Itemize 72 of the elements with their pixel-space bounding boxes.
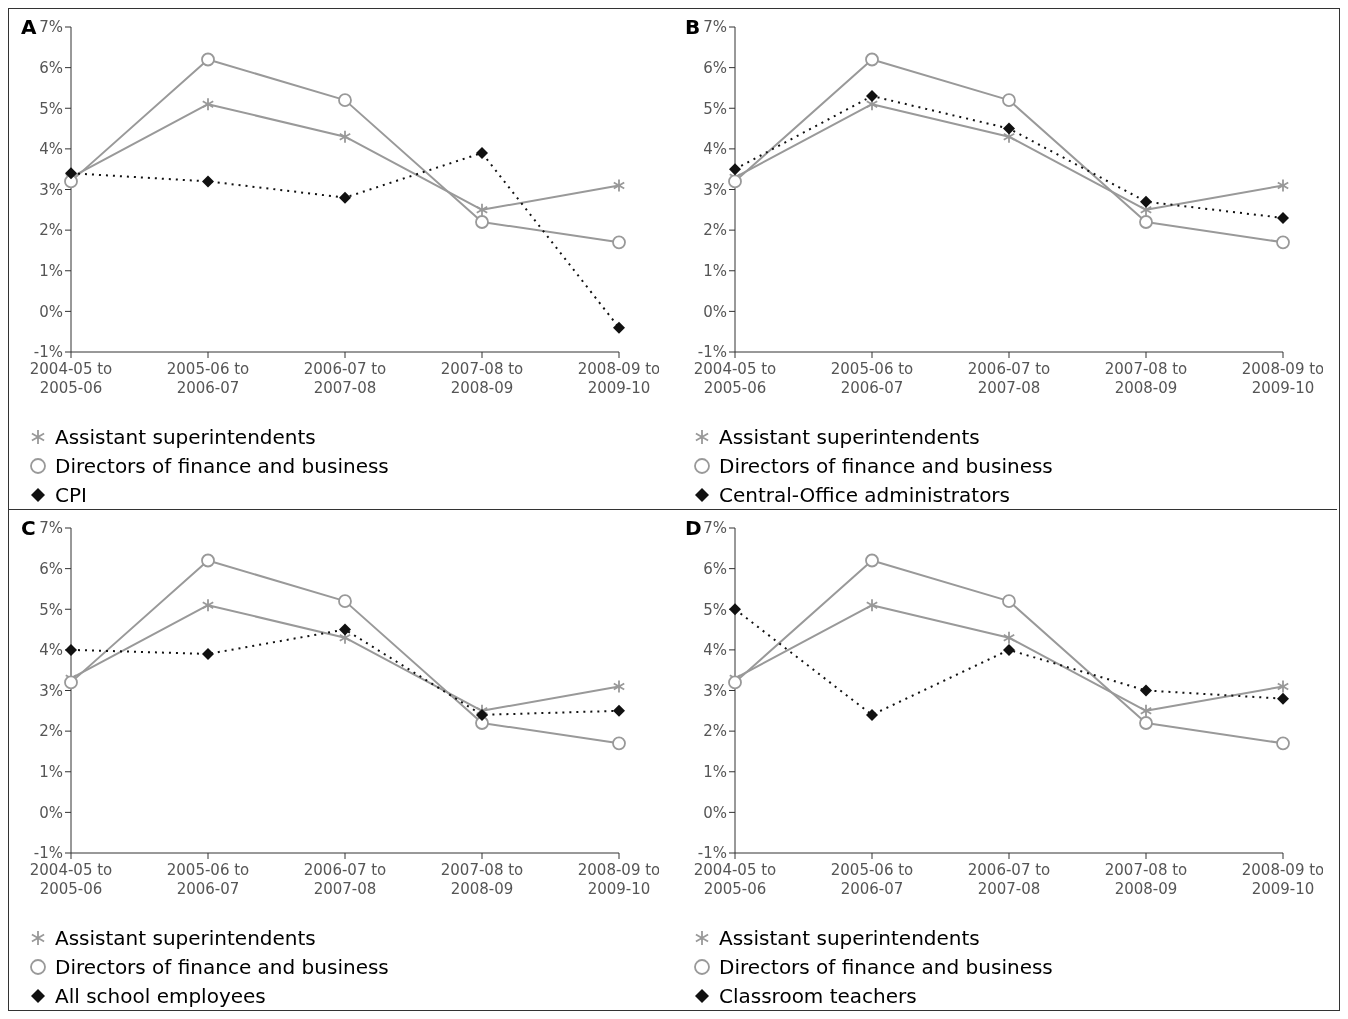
y-tick-label: 6%: [703, 559, 727, 578]
y-tick-label: 6%: [39, 559, 63, 578]
x-tick-label: 2004-05 to 2005-06: [29, 861, 113, 898]
x-tick-label: 2008-09 to 2009-10: [1241, 360, 1325, 397]
y-tick-label: 0%: [39, 302, 63, 321]
legend-label: Directors of finance and business: [55, 453, 389, 478]
x-tick-label: 2005-06 to 2006-07: [830, 360, 914, 397]
legend-label: Assistant superintendents: [55, 424, 316, 449]
x-tick-label: 2004-05 to 2005-06: [693, 360, 777, 397]
y-tick-label: 6%: [703, 58, 727, 77]
y-tick-label: 2%: [703, 221, 727, 240]
y-tick-label: 7%: [703, 519, 727, 538]
x-tick-label: 2007-08 to 2008-09: [1104, 360, 1188, 397]
y-tick-label: 6%: [39, 58, 63, 77]
legend-label: Assistant superintendents: [719, 925, 980, 950]
y-tick-label: 7%: [703, 18, 727, 37]
y-tick-label: -1%: [697, 343, 727, 362]
y-tick-label: 3%: [39, 180, 63, 199]
y-tick-label: 1%: [39, 763, 63, 782]
legend-label: Directors of finance and business: [719, 453, 1053, 478]
y-tick-label: 0%: [703, 803, 727, 822]
y-tick-label: 3%: [39, 681, 63, 700]
y-tick-label: -1%: [33, 343, 63, 362]
y-tick-label: 2%: [703, 722, 727, 741]
x-tick-label: 2007-08 to 2008-09: [440, 861, 524, 898]
chart-title: D: [685, 516, 702, 540]
legend-label: Classroom teachers: [719, 983, 917, 1008]
x-tick-label: 2006-07 to 2007-08: [303, 861, 387, 898]
x-tick-label: 2006-07 to 2007-08: [967, 360, 1051, 397]
y-tick-label: 5%: [39, 600, 63, 619]
y-tick-label: 4%: [703, 140, 727, 159]
y-tick-label: 1%: [703, 763, 727, 782]
legend-label: Central-Office administrators: [719, 482, 1011, 507]
x-tick-label: 2004-05 to 2005-06: [693, 861, 777, 898]
x-tick-label: 2008-09 to 2009-10: [577, 360, 661, 397]
y-tick-label: 3%: [703, 180, 727, 199]
legend-label: All school employees: [55, 983, 266, 1008]
x-tick-label: 2005-06 to 2006-07: [166, 861, 250, 898]
y-tick-label: 5%: [703, 99, 727, 118]
y-tick-label: 7%: [39, 18, 63, 37]
y-tick-label: 3%: [703, 681, 727, 700]
y-tick-label: 4%: [39, 140, 63, 159]
y-tick-label: -1%: [33, 844, 63, 863]
legend-label: Directors of finance and business: [55, 954, 389, 979]
x-tick-label: 2008-09 to 2009-10: [1241, 861, 1325, 898]
chart-title: A: [21, 15, 37, 39]
x-tick-label: 2008-09 to 2009-10: [577, 861, 661, 898]
legend-label: Assistant superintendents: [55, 925, 316, 950]
legend-label: Directors of finance and business: [719, 954, 1053, 979]
x-tick-label: 2005-06 to 2006-07: [830, 861, 914, 898]
x-tick-label: 2006-07 to 2007-08: [303, 360, 387, 397]
legend-label: CPI: [55, 482, 87, 507]
y-tick-label: 0%: [703, 302, 727, 321]
y-tick-label: 1%: [39, 262, 63, 281]
y-tick-label: 7%: [39, 519, 63, 538]
x-tick-label: 2007-08 to 2008-09: [1104, 861, 1188, 898]
x-tick-label: 2007-08 to 2008-09: [440, 360, 524, 397]
y-tick-label: 2%: [39, 722, 63, 741]
y-tick-label: 5%: [39, 99, 63, 118]
x-tick-label: 2005-06 to 2006-07: [166, 360, 250, 397]
legend-label: Assistant superintendents: [719, 424, 980, 449]
y-tick-label: 1%: [703, 262, 727, 281]
y-tick-label: -1%: [697, 844, 727, 863]
x-tick-label: 2006-07 to 2007-08: [967, 861, 1051, 898]
chart-title: C: [21, 516, 36, 540]
y-tick-label: 4%: [39, 641, 63, 660]
y-tick-label: 2%: [39, 221, 63, 240]
y-tick-label: 0%: [39, 803, 63, 822]
chart-title: B: [685, 15, 701, 39]
y-tick-label: 5%: [703, 600, 727, 619]
y-tick-label: 4%: [703, 641, 727, 660]
x-tick-label: 2004-05 to 2005-06: [29, 360, 113, 397]
